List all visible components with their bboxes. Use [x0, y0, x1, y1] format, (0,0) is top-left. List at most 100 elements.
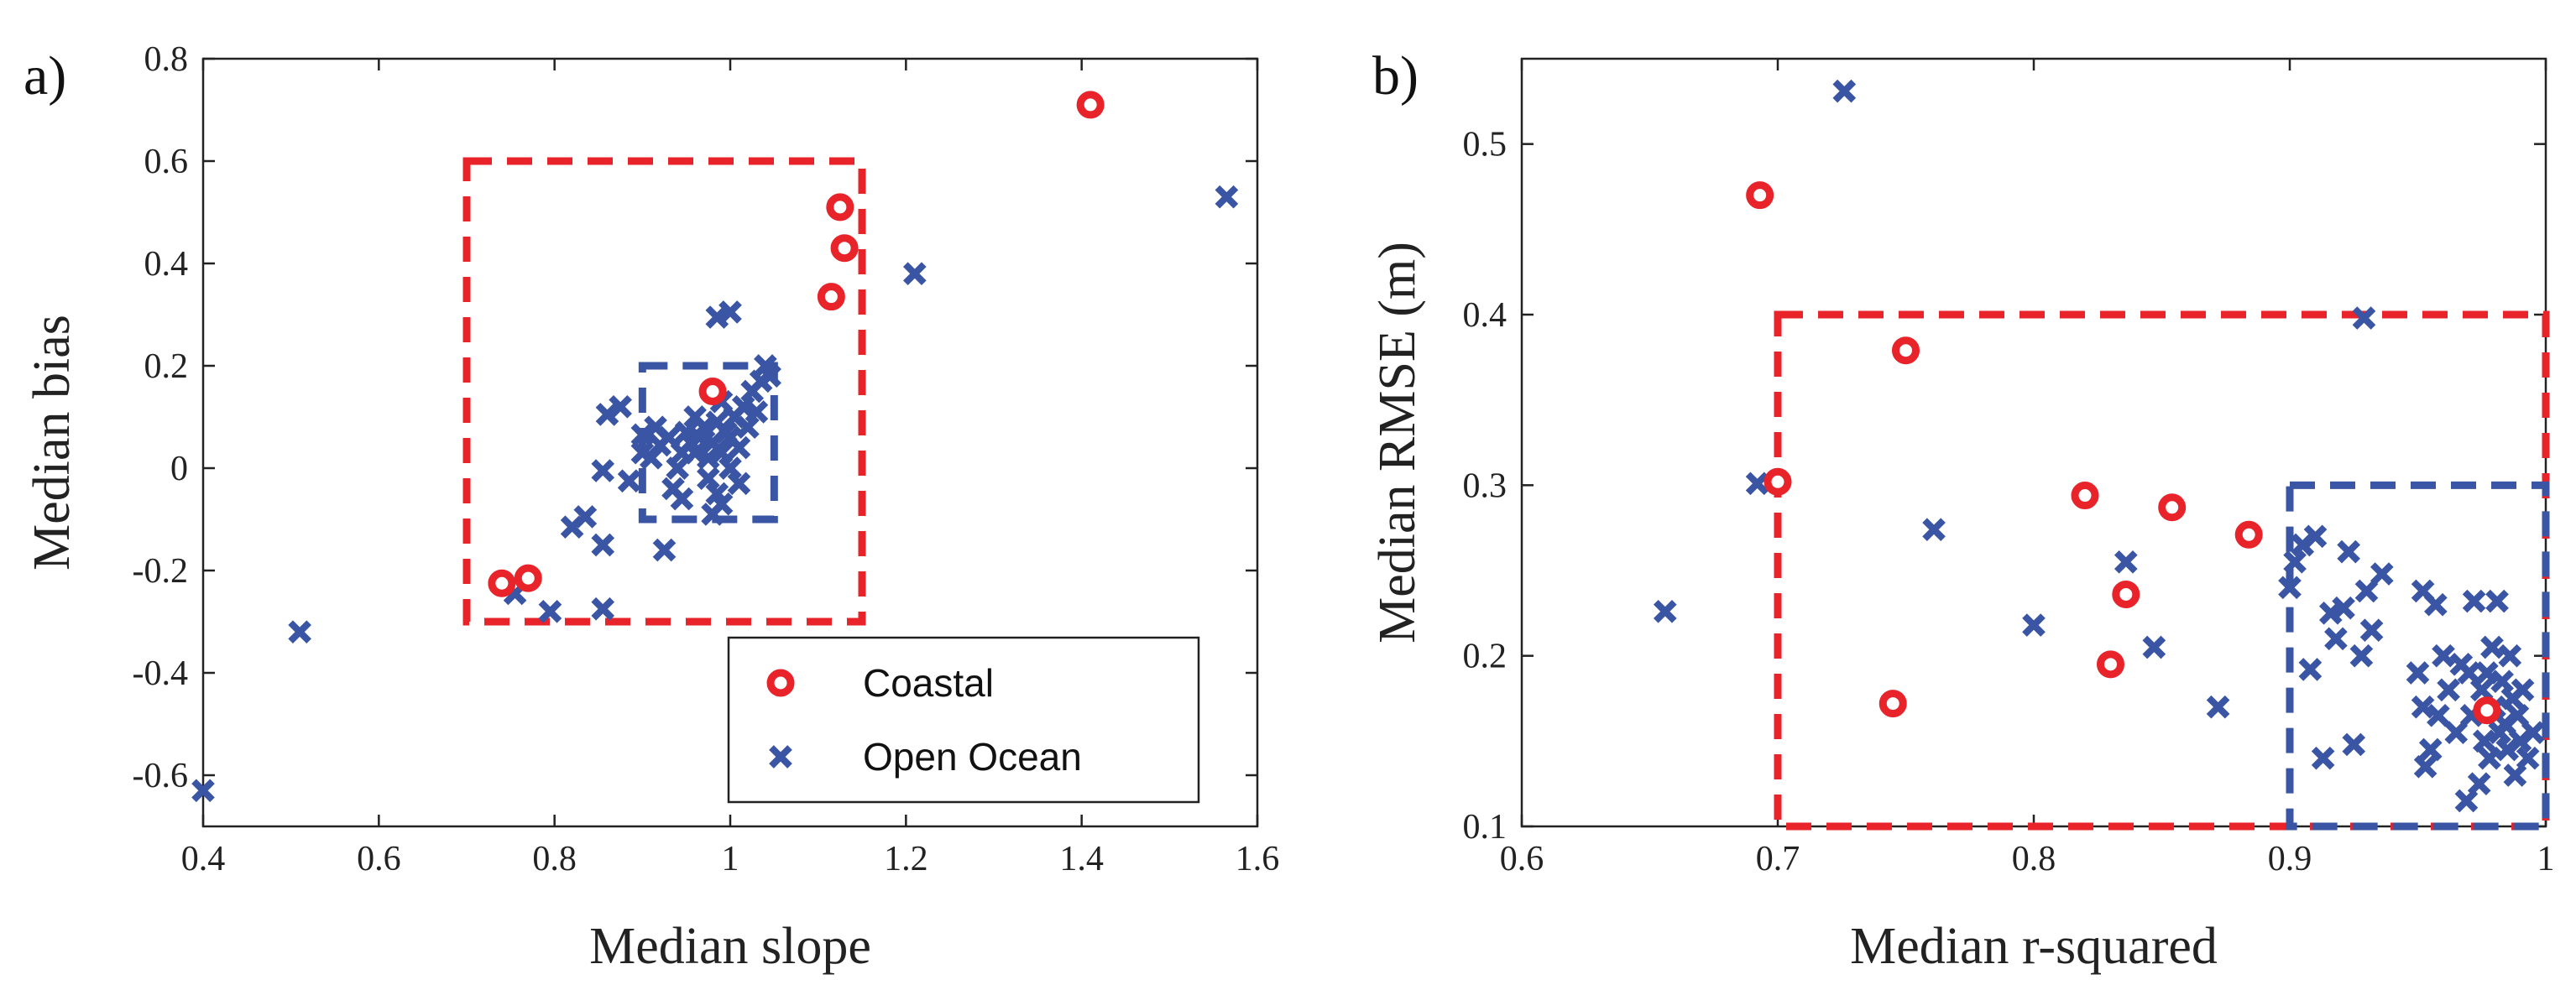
y-tick-label: 0.8	[144, 40, 189, 79]
open-ocean-point	[2406, 661, 2430, 685]
open-ocean-point	[2427, 704, 2450, 727]
coastal-point	[817, 283, 845, 311]
x-tick-label: 0.7	[1756, 840, 1800, 878]
open-ocean-point	[2142, 635, 2166, 659]
open-ocean-point	[595, 403, 619, 426]
open-ocean-point	[2472, 729, 2496, 753]
open-ocean-point	[2303, 524, 2328, 549]
chart-b: 0.6 0.7 0.8 0.9 1 0.1 0.2 0.3 0.4 0.5 Median r-squ…	[1369, 45, 2555, 975]
open-ocean-point	[2370, 562, 2394, 586]
open-ocean-point	[718, 300, 742, 324]
open-ocean-point	[1745, 472, 1769, 496]
x-tick-label: 0.6	[1500, 840, 1544, 878]
legend-box	[727, 636, 1200, 804]
coastal-point	[514, 564, 542, 592]
x-tick-label: 0.8	[532, 840, 577, 878]
coastal-point	[1763, 467, 1792, 496]
y-tick-label: 0.6	[144, 143, 189, 181]
open-ocean-point	[670, 487, 694, 511]
y-axis-label: Median RMSE (m)	[1369, 242, 1426, 644]
y-axis-label: Median bias	[24, 315, 81, 571]
coastal-point	[2112, 580, 2140, 608]
open-ocean-point	[2457, 661, 2481, 685]
x-tick-label: 0.6	[357, 840, 401, 878]
open-ocean-point	[591, 459, 615, 482]
x-tick-label: 1	[722, 840, 739, 878]
open-ocean-point	[2411, 695, 2435, 719]
open-ocean-point	[2511, 678, 2535, 702]
coastal-point	[698, 378, 727, 405]
open-ocean-point	[709, 492, 734, 516]
open-ocean-point	[2022, 613, 2046, 637]
x-axis-label: Median r-squared	[1850, 918, 2218, 975]
open-ocean-point	[2324, 627, 2348, 651]
open-ocean-point	[2521, 721, 2545, 744]
y-tick-label: 0.2	[1463, 638, 1507, 676]
open-ocean-point	[2485, 589, 2509, 613]
open-ocean-point	[2298, 658, 2323, 681]
x-tick-label: 1.6	[1236, 840, 1280, 878]
open-ocean-point	[758, 364, 781, 388]
open-ocean-point	[736, 415, 760, 440]
panel-label: a)	[24, 45, 66, 107]
open-ocean-point	[2359, 618, 2384, 642]
open-ocean-point	[709, 440, 734, 465]
legend-coastal-marker	[766, 669, 795, 697]
open-ocean-point	[1215, 185, 1239, 209]
legend-ocean-marker	[769, 745, 792, 769]
coastal-point	[1892, 336, 1920, 365]
y-tick-label: 0.2	[144, 347, 189, 386]
chart-a: 0.4 0.6 0.8 1 1.2 1.4 1.6 -0.6 -0.4 -0.2 0 0.2 0.4 0.…	[24, 40, 1279, 975]
open-ocean-point	[2467, 772, 2491, 795]
open-ocean-point	[2505, 704, 2530, 727]
open-ocean-point	[288, 620, 311, 644]
y-tick-label: 0.4	[144, 245, 189, 284]
coastal-point	[2158, 493, 2187, 522]
open-ocean-point	[666, 456, 690, 480]
open-ocean-point	[745, 400, 769, 424]
open-ocean-point	[630, 423, 655, 447]
coastal-point	[2473, 696, 2501, 725]
x-tick-label: 0.4	[181, 840, 226, 878]
x-axis-label: Median slope	[589, 918, 871, 975]
coastal-point	[2097, 650, 2124, 679]
open-ocean-point	[1922, 518, 1946, 542]
open-ocean-point	[2475, 661, 2499, 685]
open-ocean-point	[2478, 746, 2501, 770]
open-ocean-point	[2206, 695, 2230, 719]
open-ocean-point	[2332, 596, 2355, 620]
coastal-point	[2234, 520, 2263, 549]
open-ocean-point	[2490, 670, 2514, 693]
ocean-threshold-box	[638, 362, 778, 524]
x-tick-label: 0.8	[2012, 840, 2056, 878]
open-ocean-point	[697, 466, 720, 491]
coastal-point	[826, 193, 854, 221]
open-ocean-point	[902, 262, 927, 286]
open-ocean-point	[2411, 579, 2435, 603]
open-ocean-point	[718, 456, 742, 480]
open-ocean-point	[2114, 550, 2138, 574]
open-ocean-point	[2352, 306, 2376, 330]
coastal-point	[2071, 482, 2099, 510]
y-tick-label: 0.5	[1463, 126, 1507, 164]
open-ocean-point	[727, 435, 751, 460]
coastal-point	[830, 234, 859, 263]
y-tick-label: 0	[170, 450, 188, 488]
x-tick-label: 1.2	[884, 840, 928, 878]
open-ocean-point	[591, 597, 615, 621]
open-ocean-point	[727, 472, 751, 496]
coastal-point	[1878, 690, 1907, 718]
open-ocean-point	[2337, 539, 2360, 564]
coastal-threshold-box	[462, 157, 866, 626]
open-ocean-point	[2283, 550, 2307, 574]
open-ocean-point	[2354, 579, 2379, 603]
open-ocean-point	[2349, 644, 2374, 668]
coastal-point	[1746, 181, 1774, 210]
open-ocean-point	[2437, 678, 2460, 702]
open-ocean-point	[2444, 721, 2469, 744]
x-tick-label: 0.9	[2268, 840, 2312, 878]
open-ocean-point	[652, 538, 677, 562]
open-ocean-point	[591, 533, 615, 557]
coastal-point	[488, 569, 516, 597]
